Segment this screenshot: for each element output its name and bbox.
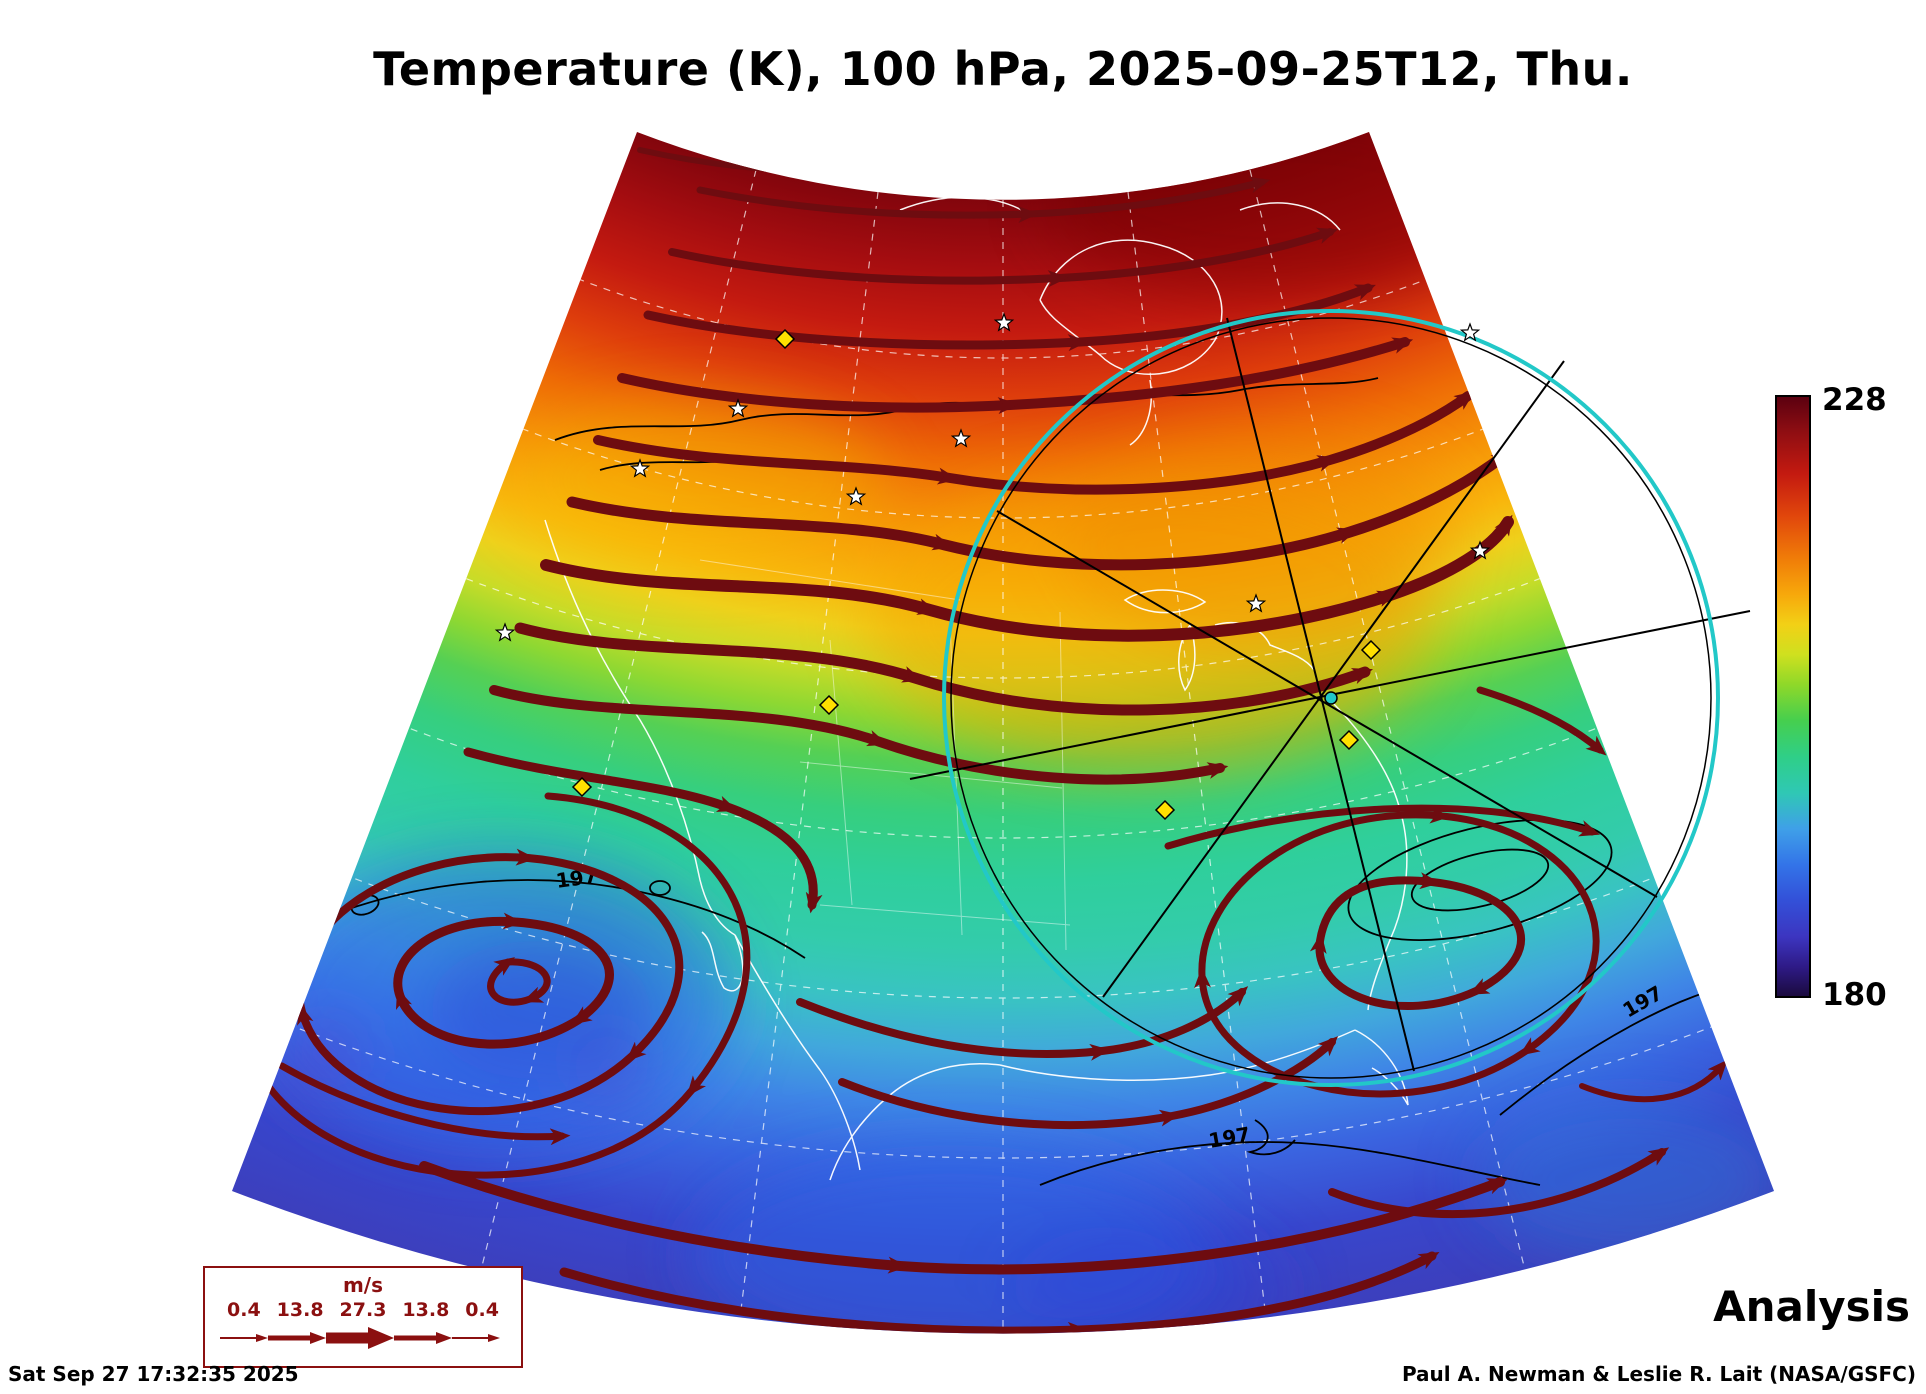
colorbar-gradient — [1775, 395, 1811, 998]
warm-ridge — [1060, 430, 1460, 650]
contour-squiggle — [1246, 1119, 1296, 1156]
range-ring-inner — [950, 317, 1712, 1079]
state-border — [829, 639, 853, 906]
warm-anomaly — [515, 398, 885, 562]
colorbar: 228 180 — [1775, 382, 1887, 1013]
ring-center-marker — [1324, 691, 1338, 705]
arrow-head-medium — [310, 1332, 326, 1344]
analysis-label: Analysis — [1713, 1282, 1910, 1331]
streamline — [1579, 1059, 1728, 1103]
baja-coastline — [701, 931, 744, 992]
generation-timestamp: Sat Sep 27 17:32:35 2025 — [8, 1362, 299, 1386]
contour-loop — [649, 880, 671, 896]
lake-michigan — [1178, 623, 1196, 692]
streamline — [668, 227, 1339, 288]
cool-patch-right — [1475, 1098, 1774, 1262]
wind-speed-legend: m/s 0.4 13.8 27.3 13.8 0.4 — [203, 1266, 523, 1368]
arrow-shaft — [268, 1335, 310, 1341]
wind-legend-value: 0.4 — [465, 1299, 499, 1321]
arrow-shaft — [220, 1337, 256, 1339]
arrow-head-medium — [436, 1332, 452, 1344]
wind-legend-value: 27.3 — [339, 1299, 387, 1321]
arrow-shaft — [452, 1337, 488, 1339]
arrow-head-large — [368, 1327, 394, 1349]
streamline — [838, 1036, 1339, 1130]
range-ring — [942, 309, 1720, 1087]
arrow-shaft — [326, 1332, 368, 1344]
streamline — [514, 622, 1373, 716]
streamline-vortex-left — [487, 957, 551, 1006]
cross-line — [1226, 317, 1415, 1072]
wind-legend-values: 0.4 13.8 27.3 13.8 0.4 — [205, 1299, 521, 1321]
wind-legend-value: 13.8 — [402, 1299, 450, 1321]
streamline — [419, 1161, 1508, 1275]
streamline-vortex-left — [295, 848, 684, 1116]
streamline — [696, 176, 1271, 223]
streamline — [559, 1251, 1440, 1334]
streamline-vortex-left — [248, 792, 751, 1179]
map-fan: 197 197 197 — [0, 0, 1926, 1334]
wind-legend-value: 13.8 — [276, 1299, 324, 1321]
streamline — [463, 747, 823, 914]
arrow-shaft — [394, 1335, 436, 1341]
range-ring-overlay — [909, 309, 1751, 1087]
cross-line — [1102, 360, 1565, 998]
contour-line-197 — [1039, 1141, 1541, 1186]
wind-arrow-scale-glyph — [220, 1327, 500, 1349]
state-border — [819, 904, 1071, 926]
warm-anomaly — [1050, 132, 1510, 295]
streamline — [1328, 1147, 1670, 1219]
cold-pool-bottom — [1010, 1220, 1290, 1334]
cross-line — [996, 510, 1658, 898]
streamline — [796, 986, 1249, 1061]
colorbar-max-label: 228 — [1822, 382, 1887, 418]
streamline — [278, 1062, 571, 1146]
page-title: Temperature (K), 100 hPa, 2025-09-25T12,… — [373, 42, 1633, 96]
wind-legend-value: 0.4 — [227, 1299, 261, 1321]
arrow-head-small — [256, 1334, 268, 1342]
streamline — [540, 514, 1514, 642]
wind-legend-units: m/s — [342, 1273, 384, 1297]
colorbar-min-label: 180 — [1822, 977, 1887, 1013]
credit-line: Paul A. Newman & Leslie R. Lait (NASA/GS… — [1401, 1362, 1916, 1386]
pacific-coastline — [544, 519, 736, 936]
streamline — [489, 685, 1229, 785]
arrow-head-small — [488, 1334, 500, 1342]
great-lakes-coastline — [1214, 621, 1315, 671]
latitude-line — [0, 0, 1926, 838]
streamline — [1476, 686, 1607, 756]
